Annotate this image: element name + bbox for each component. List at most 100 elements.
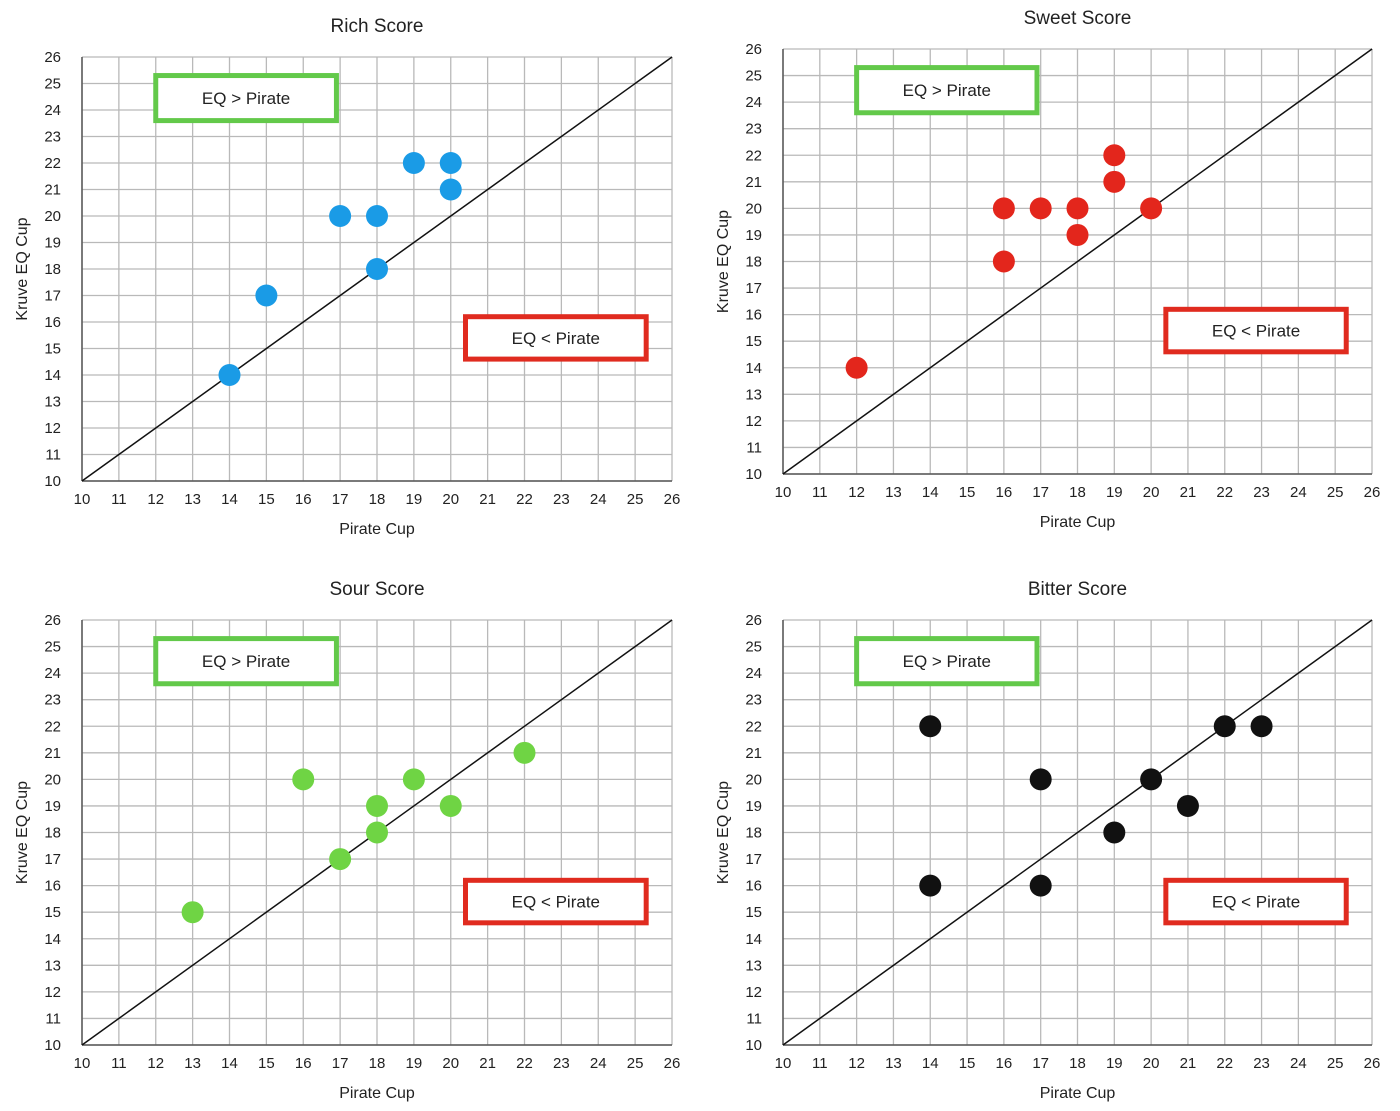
sour-score-x-tick-label: 12 — [147, 1055, 164, 1072]
sour-score-data-point — [366, 794, 388, 817]
sweet-score-y-tick-label: 24 — [745, 94, 762, 111]
rich-score-x-tick-label: 20 — [442, 491, 459, 508]
bitter-score-y-tick-label: 12 — [745, 984, 762, 1001]
sour-score-data-point — [181, 901, 204, 924]
rich-score-y-tick-label: 20 — [44, 208, 61, 225]
rich-score-x-tick-label: 12 — [147, 491, 164, 508]
sweet-score-x-tick-label: 13 — [885, 484, 902, 501]
rich-score-data-point — [439, 178, 462, 201]
rich-score-x-tick-label: 26 — [664, 491, 681, 508]
rich-score-x-tick-label: 14 — [221, 491, 238, 508]
bitter-score-title: Bitter Score — [1028, 579, 1127, 600]
rich-score-y-tick-label: 26 — [44, 49, 61, 66]
rich-score-x-tick-label: 10 — [74, 491, 91, 508]
sweet-score-y-tick-label: 16 — [745, 307, 762, 324]
bitter-score-y-tick-label: 25 — [745, 639, 762, 656]
sour-score-annotation-box: EQ > Pirate — [153, 636, 339, 687]
rich-score-y-tick-label: 15 — [44, 341, 61, 358]
sweet-score-x-tick-label: 14 — [922, 484, 939, 501]
bitter-score-annotation-frame — [854, 636, 1040, 687]
sweet-score-annotation-box: EQ > Pirate — [854, 65, 1040, 116]
rich-score-x-tick-label: 21 — [479, 491, 496, 508]
rich-score-y-tick-label: 12 — [44, 420, 61, 437]
sour-score-annotation-frame — [153, 636, 339, 687]
rich-score-x-tick-label: 18 — [369, 491, 386, 508]
bitter-score-data-point — [1140, 768, 1163, 791]
rich-score-points — [218, 152, 462, 386]
rich-score-title: Rich Score — [331, 16, 424, 37]
sour-score-x-tick-label: 20 — [442, 1055, 459, 1072]
sour-score-x-tick-label: 26 — [664, 1055, 681, 1072]
sweet-score-y-tick-label: 17 — [745, 280, 762, 297]
sweet-score-data-point — [1103, 144, 1126, 167]
sour-score-y-tick-label: 17 — [44, 851, 61, 868]
rich-score-annotation-text: EQ < Pirate — [512, 329, 600, 348]
sweet-score-reference-line — [782, 48, 1373, 475]
bitter-score-x-tick-label: 13 — [885, 1055, 902, 1072]
sour-score-x-tick-label: 21 — [479, 1055, 496, 1072]
sweet-score-y-tick-label: 11 — [746, 439, 762, 456]
sweet-score-annotation-frame — [1163, 306, 1349, 355]
rich-score-y-tick-label: 21 — [44, 182, 61, 199]
bitter-score-y-tick-label: 19 — [745, 798, 762, 815]
bitter-score-reference-line — [782, 619, 1373, 1046]
bitter-score-x-tick-label: 12 — [848, 1055, 865, 1072]
sweet-score-x-tick-label: 19 — [1106, 484, 1123, 501]
sour-score-x-tick-label: 17 — [332, 1055, 349, 1072]
sweet-score-x-tick-label: 18 — [1069, 484, 1086, 501]
bitter-score-x-tick-label: 17 — [1032, 1055, 1049, 1072]
sour-score-x-tick-label: 18 — [369, 1055, 386, 1072]
bitter-score-x-tick-label: 20 — [1143, 1055, 1160, 1072]
sour-score-annotation-text: EQ > Pirate — [202, 652, 290, 671]
bitter-score-chart: Bitter Score 10 11 12 13 14 15 16 17 18 19 20 21 22 23… — [715, 579, 1380, 1102]
sour-score-y-tick-label: 15 — [44, 904, 61, 921]
bitter-score-x-axis-title: Pirate Cup — [1040, 1085, 1116, 1102]
rich-score-data-point — [255, 284, 278, 307]
sour-score-data-point — [402, 768, 425, 791]
bitter-score-x-tick-label: 24 — [1290, 1055, 1307, 1072]
bitter-score-y-tick-label: 23 — [745, 692, 762, 709]
rich-score-data-point — [366, 258, 388, 280]
sour-score-y-tick-label: 20 — [44, 771, 61, 788]
sour-score-y-tick-label: 11 — [45, 1010, 61, 1027]
sweet-score-annotation-text: EQ > Pirate — [903, 81, 991, 100]
sweet-score-x-tick-label: 23 — [1253, 484, 1270, 501]
bitter-score-x-tick-label: 21 — [1180, 1055, 1197, 1072]
rich-score-annotation-frame — [463, 314, 649, 362]
sweet-score-annotation-text: EQ < Pirate — [1212, 322, 1300, 341]
bitter-score-data-point — [1029, 874, 1052, 897]
sweet-score-data-point — [992, 197, 1015, 220]
sweet-score-x-tick-label: 24 — [1290, 484, 1307, 501]
sweet-score-y-tick-label: 20 — [745, 200, 762, 217]
rich-score-data-point — [439, 152, 462, 174]
rich-score-annotation-box: EQ > Pirate — [153, 73, 339, 124]
rich-score-data-point — [218, 364, 241, 386]
sour-score-title: Sour Score — [329, 579, 424, 600]
sweet-score-x-tick-label: 17 — [1032, 484, 1049, 501]
rich-score-x-tick-label: 23 — [553, 491, 570, 508]
sweet-score-annotation-frame — [854, 65, 1040, 116]
sour-score-y-tick-label: 24 — [44, 665, 61, 682]
bitter-score-x-tick-label: 23 — [1253, 1055, 1270, 1072]
sweet-score-y-tick-label: 22 — [745, 147, 762, 164]
rich-score-annotation-frame — [153, 73, 339, 124]
sweet-score-y-tick-label: 12 — [745, 413, 762, 430]
bitter-score-data-point — [1213, 715, 1236, 738]
bitter-score-y-tick-label: 14 — [745, 931, 762, 948]
sour-score-y-tick-label: 26 — [44, 612, 61, 629]
sweet-score-y-tick-label: 19 — [745, 227, 762, 244]
rich-score-x-tick-label: 17 — [332, 491, 349, 508]
sour-score-y-tick-label: 10 — [44, 1037, 61, 1054]
sweet-score-y-tick-label: 15 — [745, 333, 762, 350]
bitter-score-x-tick-label: 11 — [812, 1055, 828, 1072]
rich-score-x-tick-label: 22 — [516, 491, 533, 508]
rich-score-y-axis-title: Kruve EQ Cup — [14, 217, 31, 320]
bitter-score-data-point — [1029, 768, 1052, 791]
sour-score-data-point — [329, 848, 352, 871]
sweet-score-data-point — [1103, 170, 1126, 193]
sweet-score-title: Sweet Score — [1024, 8, 1132, 29]
sweet-score-x-tick-label: 16 — [996, 484, 1013, 501]
sour-score-data-point — [513, 741, 536, 764]
sour-score-data-point — [439, 794, 462, 817]
